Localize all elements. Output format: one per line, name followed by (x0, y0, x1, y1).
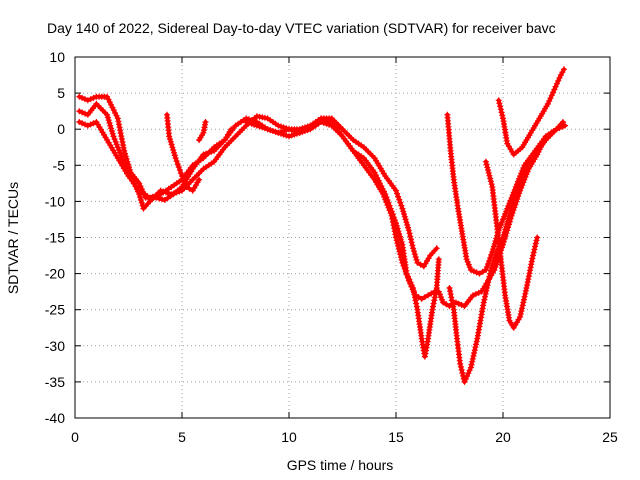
y-tick-label: 10 (49, 49, 65, 65)
series-markers (444, 111, 569, 277)
y-tick-label: -15 (45, 230, 65, 246)
y-tick-label: -40 (45, 410, 65, 426)
series-markers (446, 122, 566, 385)
y-tick-label: 0 (57, 121, 65, 137)
series-markers (164, 111, 203, 194)
y-tick-label: -25 (45, 302, 65, 318)
axis-ticks: 0 5 10 15 20 25 10 5 0 -5 -10 -15 -20 -25 -30 -35 -40 (45, 49, 618, 445)
series-track-5 (196, 119, 209, 143)
x-tick-label: 25 (602, 429, 618, 445)
y-tick-label: -35 (45, 374, 65, 390)
y-tick-label: -10 (45, 193, 65, 209)
x-tick-label: 15 (388, 429, 404, 445)
series-track-9 (482, 158, 541, 331)
y-axis-label: SDTVAR / TECUs (5, 182, 21, 294)
y-tick-label: -20 (45, 266, 65, 282)
series-track-8 (444, 111, 569, 277)
chart-title: Day 140 of 2022, Sidereal Day-to-day VTE… (47, 20, 556, 36)
series-markers (76, 100, 440, 270)
grid-lines (75, 57, 610, 418)
y-tick-label: -5 (53, 157, 66, 173)
x-tick-label: 10 (281, 429, 297, 445)
x-axis-label: GPS time / hours (287, 457, 394, 473)
x-tick-label: 0 (71, 429, 79, 445)
series-line (496, 67, 566, 157)
y-tick-label: -30 (45, 338, 65, 354)
series-track-7 (446, 122, 566, 385)
series-track-4 (164, 111, 203, 194)
series-track-10 (495, 66, 567, 158)
x-tick-label: 5 (178, 429, 186, 445)
series-markers (482, 158, 541, 331)
y-tick-label: 5 (57, 85, 65, 101)
series-markers (196, 119, 209, 143)
series-markers (495, 66, 567, 158)
x-tick-label: 20 (495, 429, 511, 445)
data-series (76, 66, 569, 385)
